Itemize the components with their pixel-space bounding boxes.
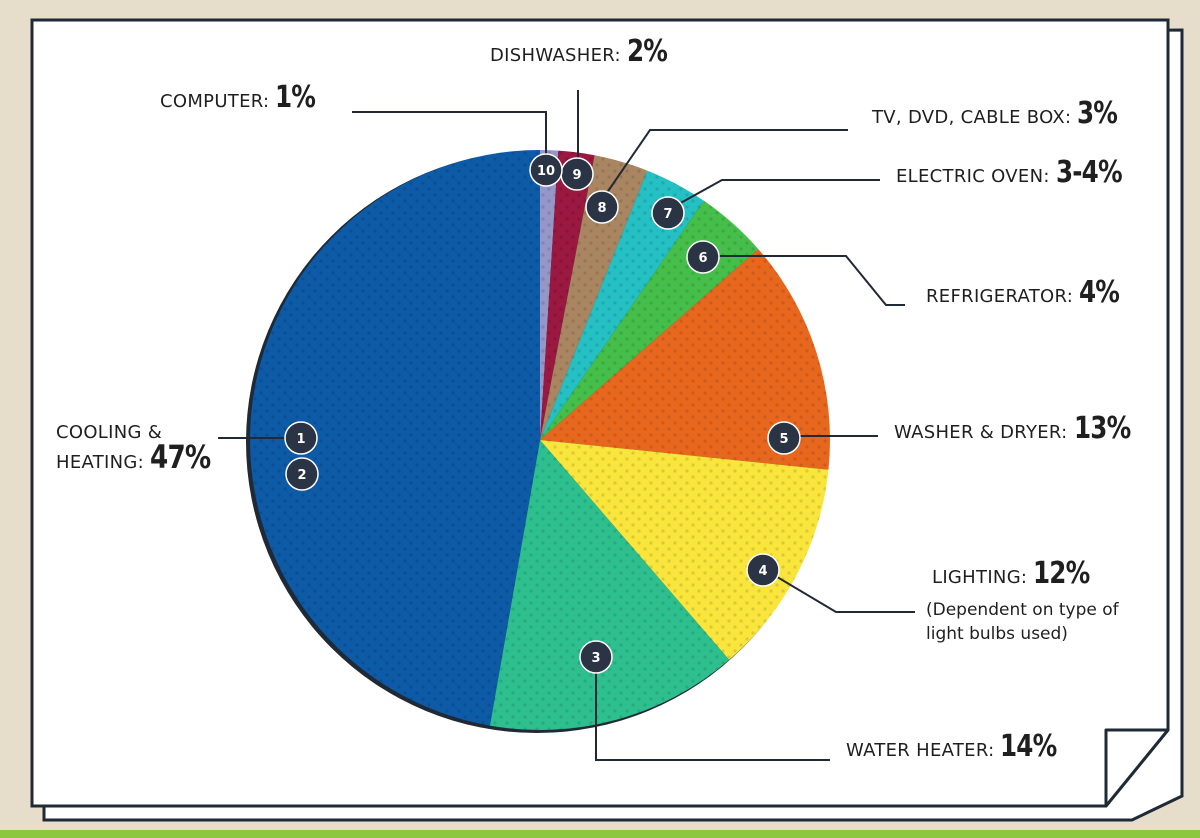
- label-fridge-pct: 4%: [1079, 275, 1120, 310]
- label-water-heater-pct: 14%: [1000, 729, 1057, 764]
- slice-badge-4: 4: [746, 553, 780, 587]
- badge-circle-1: [284, 421, 318, 455]
- label-washer-pct: 13%: [1073, 411, 1131, 446]
- pie-slice-texture-9: [540, 150, 595, 441]
- badge-circle-10: [529, 153, 563, 187]
- slice-badge-7: 7: [651, 196, 685, 230]
- badge-number-3: 3: [591, 651, 600, 666]
- badge-number-5: 5: [779, 432, 788, 447]
- badge-circle-2: [285, 457, 319, 491]
- slice-badge-10: 10: [529, 153, 563, 187]
- label-refrigerator: REFRIGERATOR: 4%: [926, 275, 1120, 310]
- badge-number-6: 6: [698, 251, 707, 266]
- label-lighting: LIGHTING: 12%: [932, 556, 1091, 591]
- leader-line-7: [667, 179, 880, 211]
- leader-lines: [218, 90, 915, 761]
- slice-badge-9: 9: [560, 157, 594, 191]
- badge-number-2: 2: [297, 468, 306, 483]
- accent-strip: [0, 830, 1200, 838]
- pie-slice-texture-3: [489, 440, 730, 730]
- badge-circle-7: [651, 196, 685, 230]
- pie-slice-texture-10: [540, 150, 559, 440]
- badge-circle-4: [746, 553, 780, 587]
- label-water-heater: WATER HEATER: 14%: [846, 729, 1058, 764]
- badge-circle-6: [686, 240, 720, 274]
- badge-circle-8: [585, 190, 619, 224]
- badge-number-7: 7: [663, 207, 672, 222]
- label-oven-pct: 3-4%: [1055, 155, 1123, 190]
- label-oven: ELECTRIC OVEN: 3-4%: [896, 155, 1123, 190]
- label-cooling-heating: COOLING & HEATING: 47%: [56, 422, 211, 476]
- page-curl: [1104, 728, 1170, 808]
- slice-badge-1: 1: [284, 421, 318, 455]
- label-cooling-pct: 47%: [150, 438, 211, 476]
- leader-line-10: [352, 111, 547, 160]
- pie-slice-texture-5: [540, 249, 830, 470]
- badge-number-1: 1: [296, 432, 305, 447]
- label-tv: TV, DVD, CABLE BOX: 3%: [872, 96, 1118, 131]
- badge-number-4: 4: [758, 564, 767, 579]
- pie-slice-texture-1: [249, 150, 540, 726]
- badge-circle-3: [579, 640, 613, 674]
- slice-badge-5: 5: [767, 421, 801, 455]
- badge-circle-5: [767, 421, 801, 455]
- label-tv-pct: 3%: [1077, 96, 1118, 131]
- label-washer-dryer: WASHER & DRYER: 13%: [894, 411, 1131, 446]
- leader-line-4: [761, 567, 915, 613]
- leader-line-8: [601, 129, 848, 201]
- badge-number-10: 10: [537, 164, 555, 179]
- label-computer-pct: 1%: [275, 80, 316, 115]
- badge-number-9: 9: [572, 168, 581, 183]
- label-lighting-pct: 12%: [1033, 556, 1090, 591]
- slice-badges: 1 2 3 4 5 6 7 8 9 10: [284, 153, 801, 674]
- leader-line-3: [595, 656, 830, 761]
- label-computer: COMPUTER: 1%: [160, 80, 316, 115]
- badge-number-8: 8: [597, 201, 606, 216]
- pie-slice-texture-8: [540, 155, 648, 440]
- pie-chart: [246, 150, 830, 733]
- slice-badge-3: 3: [579, 640, 613, 674]
- slice-badge-2: 2: [285, 457, 319, 491]
- label-dishwasher: DISHWASHER: 2%: [490, 34, 668, 69]
- leader-line-6: [702, 255, 905, 306]
- pie-slice-texture-7: [540, 170, 704, 440]
- lighting-note: (Dependent on type of light bulbs used): [926, 600, 1119, 644]
- pie-slice-texture-4: [540, 440, 829, 660]
- label-dishwasher-pct: 2%: [626, 34, 668, 69]
- slice-badge-6: 6: [686, 240, 720, 274]
- slice-badge-8: 8: [585, 190, 619, 224]
